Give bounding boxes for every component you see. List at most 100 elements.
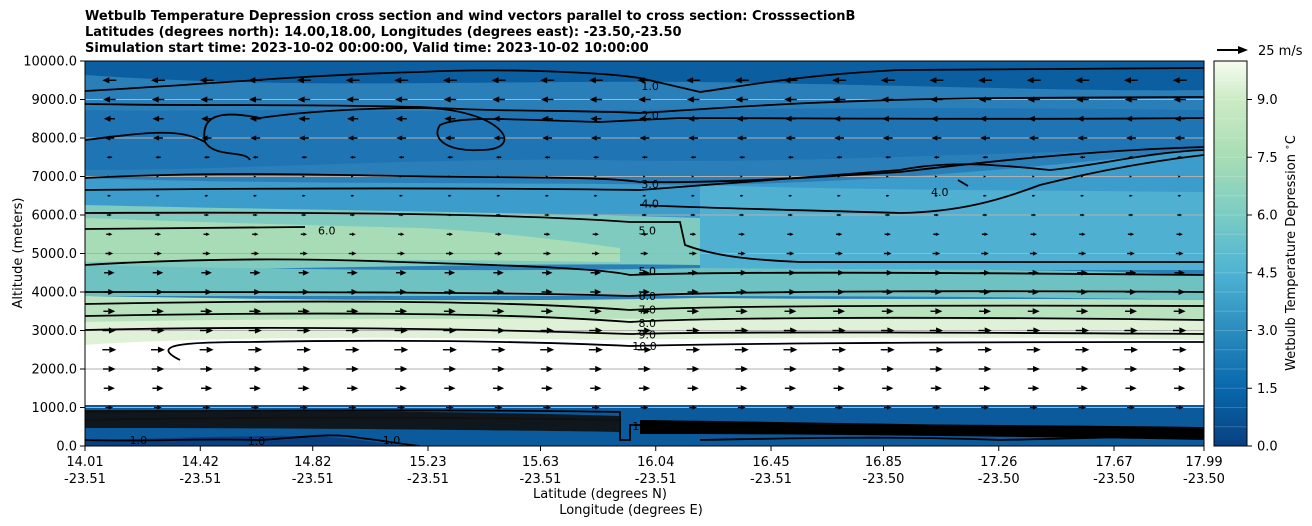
wind-vector-head — [1081, 288, 1088, 296]
colorbar-tick-label: 4.5 — [1257, 266, 1278, 281]
wind-vector-head — [638, 115, 646, 122]
wind-vector-head — [686, 96, 694, 103]
wind-vector-head — [498, 327, 506, 334]
wind-vector-head — [692, 385, 699, 392]
colorbar-ticks: 0.0 1.5 3.0 4.5 6.0 7.5 9.0 — [1247, 93, 1278, 455]
wind-vector-head — [1082, 327, 1090, 334]
wind-vector-head — [303, 213, 307, 217]
wind-vector-head — [544, 155, 548, 159]
wind-vector-head — [102, 77, 110, 84]
wind-vector-head — [783, 77, 791, 84]
wind-vector-head — [448, 385, 456, 392]
wind-vector-head — [1032, 175, 1035, 178]
wind-vector-head — [1130, 405, 1135, 410]
wind-vector-head — [741, 232, 745, 236]
x-tick-label-lon: -23.51 — [407, 472, 449, 487]
wind-vector-head — [205, 385, 213, 392]
wind-vector-head — [935, 194, 939, 197]
wind-vector-head — [1032, 288, 1040, 296]
wind-vector-head — [880, 77, 888, 84]
wind-vector-head — [199, 77, 207, 84]
wind-vector-head — [1033, 365, 1041, 373]
wind-vector-head — [206, 232, 210, 236]
quiver-key-arrow-head — [1238, 46, 1248, 54]
wind-vectors-layer — [102, 77, 1187, 410]
wind-vector-head — [978, 77, 986, 84]
wind-vector-head — [444, 115, 452, 122]
wind-vector-head — [157, 346, 165, 353]
x-tick-label-lat: 15.23 — [409, 455, 446, 470]
wind-vector-head — [157, 365, 165, 373]
wind-vector-head — [1081, 232, 1086, 236]
wind-vector-head — [644, 327, 652, 334]
wind-vector-head — [442, 77, 450, 84]
wind-vector-head — [351, 269, 358, 276]
contour-line-surface — [85, 434, 421, 446]
wind-vector-head — [886, 269, 894, 276]
wind-vector-head — [884, 155, 889, 159]
wind-vector-head — [352, 346, 360, 353]
wind-vector-head — [449, 232, 454, 236]
wind-vector-head — [984, 405, 989, 410]
wind-vector-head — [789, 213, 793, 217]
wind-vector-head — [595, 213, 599, 217]
contour-label: 1.0 — [130, 434, 148, 447]
wind-vector-head — [1129, 308, 1137, 315]
wind-vector-head — [200, 96, 208, 103]
wind-vector-head — [1081, 213, 1085, 217]
wind-vector-head — [1172, 77, 1180, 84]
wind-vector-head — [985, 346, 993, 353]
wind-vector-head — [595, 365, 603, 373]
wind-vector-head — [692, 213, 696, 217]
wind-vector-head — [1178, 288, 1186, 296]
wind-vector-head — [687, 115, 695, 122]
wind-vector-head — [934, 175, 938, 178]
wind-vector-head — [784, 96, 792, 103]
wind-vector-head — [741, 327, 749, 334]
x-axis-title-line-2: Longitude (degrees E) — [559, 503, 703, 518]
wind-vector-head — [837, 385, 845, 392]
wind-vector-head — [643, 365, 651, 373]
wind-vector-head — [838, 251, 843, 256]
contour-labels-layer: 1.02.03.04.05.06.05.06.07.08.09.010.04.0… — [130, 80, 949, 448]
x-tick-label-lat: 14.82 — [294, 455, 331, 470]
wind-vector-head — [1178, 385, 1186, 392]
wind-vector-head — [1129, 288, 1137, 296]
wind-vector-head — [930, 115, 938, 122]
wind-vector-head — [205, 308, 213, 315]
wind-vector-head — [546, 269, 553, 276]
wind-vector-head — [254, 213, 258, 217]
wind-vector-head — [302, 288, 310, 296]
wind-vector-head — [252, 155, 256, 159]
wind-vector-head — [351, 288, 359, 296]
wind-vector-head — [1032, 405, 1038, 410]
x-tick-label-lon: -23.50 — [1093, 472, 1135, 487]
wind-vector-head — [449, 346, 457, 353]
wind-vector-head — [740, 385, 748, 392]
contour-lines-layer — [85, 67, 1204, 446]
wind-vector-head — [400, 232, 405, 236]
wind-vector-head — [643, 308, 651, 315]
wind-vector-head — [983, 385, 991, 392]
surface-contour-band — [85, 410, 1204, 440]
y-tick-label: 8000.0 — [32, 132, 78, 147]
wind-vector-head — [493, 135, 500, 141]
wind-vector-head — [1131, 346, 1139, 353]
colorbar-frame — [1213, 60, 1248, 447]
wind-vector-head — [254, 194, 258, 197]
wind-vector-head — [254, 251, 260, 256]
wind-vector-head — [1176, 155, 1181, 159]
contour-line-7 — [85, 300, 1204, 311]
contour-line-6 — [85, 226, 306, 230]
wind-vector-head — [400, 251, 406, 256]
wind-vector-head — [836, 155, 840, 159]
wind-vector-head — [497, 405, 503, 410]
wind-vector-head — [590, 135, 597, 141]
y-tick-label: 6000.0 — [32, 209, 78, 224]
wind-vector-head — [832, 77, 840, 84]
wind-vector-head — [400, 385, 407, 392]
wind-vector-head — [643, 385, 651, 392]
wind-vector-head — [205, 194, 209, 197]
wind-vector-head — [984, 213, 988, 217]
wind-vector-head — [740, 288, 748, 296]
